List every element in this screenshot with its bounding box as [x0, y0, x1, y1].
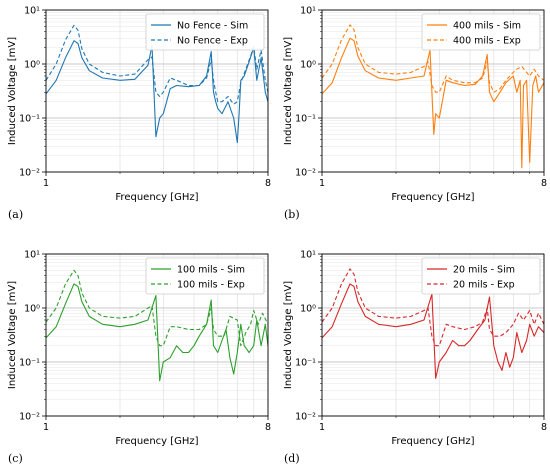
y-tick-label: 10⁰: [24, 60, 40, 71]
series-line-exp: [322, 24, 544, 93]
y-tick-label: 10⁻¹: [295, 114, 316, 125]
y-axis-label: Induced Voltage [mV]: [283, 281, 294, 389]
legend: 100 mils - Sim 100 mils - Exp: [145, 257, 265, 295]
panel-label-c: (c): [8, 452, 23, 465]
panel-label-a: (a): [8, 208, 24, 221]
series-line-sim: [46, 283, 268, 382]
plot-frame: [45, 253, 269, 417]
panel-label-b: (b): [284, 208, 300, 221]
legend-box: [421, 13, 541, 51]
x-tick-label: 8: [541, 178, 547, 189]
y-tick-label: 10⁻²: [295, 412, 316, 423]
y-tick-label: 10¹: [300, 250, 316, 261]
plot-frame: [321, 9, 545, 173]
legend-label: 100 mils - Exp: [177, 280, 245, 291]
legend-box: [145, 13, 265, 51]
y-tick-label: 10¹: [300, 6, 316, 17]
x-axis-label: Frequency [GHz]: [115, 436, 198, 447]
legend: 400 mils - Sim 400 mils - Exp: [421, 13, 541, 51]
x-tick-label: 8: [265, 422, 271, 433]
series-line-exp: [46, 24, 268, 105]
plot-frame: [45, 9, 269, 173]
legend: 20 mils - Sim 20 mils - Exp: [421, 257, 541, 295]
y-tick-label: 10⁻¹: [19, 358, 40, 369]
y-tick-label: 10⁻¹: [19, 114, 40, 125]
y-tick-label: 10¹: [24, 6, 40, 17]
y-axis-label: Induced Voltage [mV]: [7, 37, 18, 145]
legend-label: No Fence - Sim: [177, 21, 248, 32]
x-tick-label: 8: [265, 178, 271, 189]
y-tick-label: 10⁻²: [19, 168, 40, 179]
series-line-sim: [322, 283, 544, 379]
legend-label: 400 mils - Sim: [453, 21, 521, 32]
legend: No Fence - Sim No Fence - Exp: [145, 13, 265, 51]
y-tick-label: 10⁻¹: [295, 358, 316, 369]
y-tick-label: 10¹: [24, 250, 40, 261]
chart-panel-2: 10⁻² 10⁻¹ 10⁰ 10¹ 1 8 Frequency [GHz] Induced V…: [283, 6, 547, 204]
y-tick-label: 10⁻²: [295, 168, 316, 179]
y-axis-label: Induced Voltage [mV]: [7, 281, 18, 389]
y-tick-label: 10⁰: [300, 304, 316, 315]
legend-label: 20 mils - Sim: [453, 265, 515, 276]
chart-panel-4: 10⁻² 10⁻¹ 10⁰ 10¹ 1 8 Frequency [GHz] Induced V…: [283, 250, 547, 448]
chart-panel-3: 10⁻² 10⁻¹ 10⁰ 10¹ 1 8 Frequency [GHz] Induced V…: [7, 250, 271, 448]
legend-label: No Fence - Exp: [177, 36, 248, 47]
x-tick-label: 1: [43, 422, 49, 433]
x-axis-label: Frequency [GHz]: [115, 192, 198, 203]
series-line-sim: [46, 40, 268, 144]
legend-box: [421, 257, 541, 295]
x-tick-label: 1: [319, 178, 325, 189]
series-line-exp: [322, 268, 544, 347]
y-tick-label: 10⁰: [300, 60, 316, 71]
legend-label: 400 mils - Exp: [453, 36, 521, 47]
y-axis-label: Induced Voltage [mV]: [283, 37, 294, 145]
y-tick-label: 10⁰: [24, 304, 40, 315]
panel-label-d: (d): [284, 452, 300, 465]
x-tick-label: 1: [319, 422, 325, 433]
y-tick-label: 10⁻²: [19, 412, 40, 423]
plot-frame: [321, 253, 545, 417]
chart-panel-1: 10⁻² 10⁻¹ 10⁰ 10¹ 1 8 Frequency [GHz] Induced V…: [7, 6, 271, 204]
series-line-sim: [322, 37, 544, 169]
legend-label: 20 mils - Exp: [453, 280, 515, 291]
x-tick-label: 1: [43, 178, 49, 189]
legend-box: [145, 257, 265, 295]
x-tick-label: 8: [541, 422, 547, 433]
legend-label: 100 mils - Sim: [177, 265, 245, 276]
x-axis-label: Frequency [GHz]: [391, 192, 474, 203]
x-axis-label: Frequency [GHz]: [391, 436, 474, 447]
